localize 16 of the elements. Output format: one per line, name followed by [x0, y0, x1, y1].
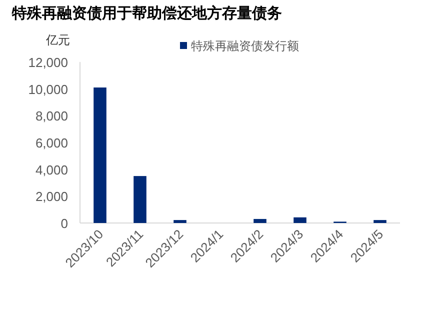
- chart-title: 特殊再融资债用于帮助偿还地方存量债务: [11, 4, 282, 22]
- bar: [174, 220, 186, 223]
- legend-label: 特殊再融资债发行额: [191, 39, 299, 53]
- y-tick-label: 0: [60, 216, 68, 231]
- y-tick-label: 4,000: [35, 162, 68, 178]
- y-tick-label: 8,000: [35, 108, 68, 124]
- y-tick-label: 10,000: [28, 82, 68, 97]
- bar: [134, 176, 146, 223]
- y-tick-label: 6,000: [35, 136, 68, 150]
- y-axis-title: 亿元: [45, 33, 70, 47]
- bar: [374, 220, 386, 223]
- y-tick-label: 2,000: [35, 189, 68, 204]
- bar: [294, 217, 306, 223]
- y-tick-label: 12,000: [28, 55, 68, 70]
- bar: [254, 218, 266, 223]
- bar: [94, 87, 106, 223]
